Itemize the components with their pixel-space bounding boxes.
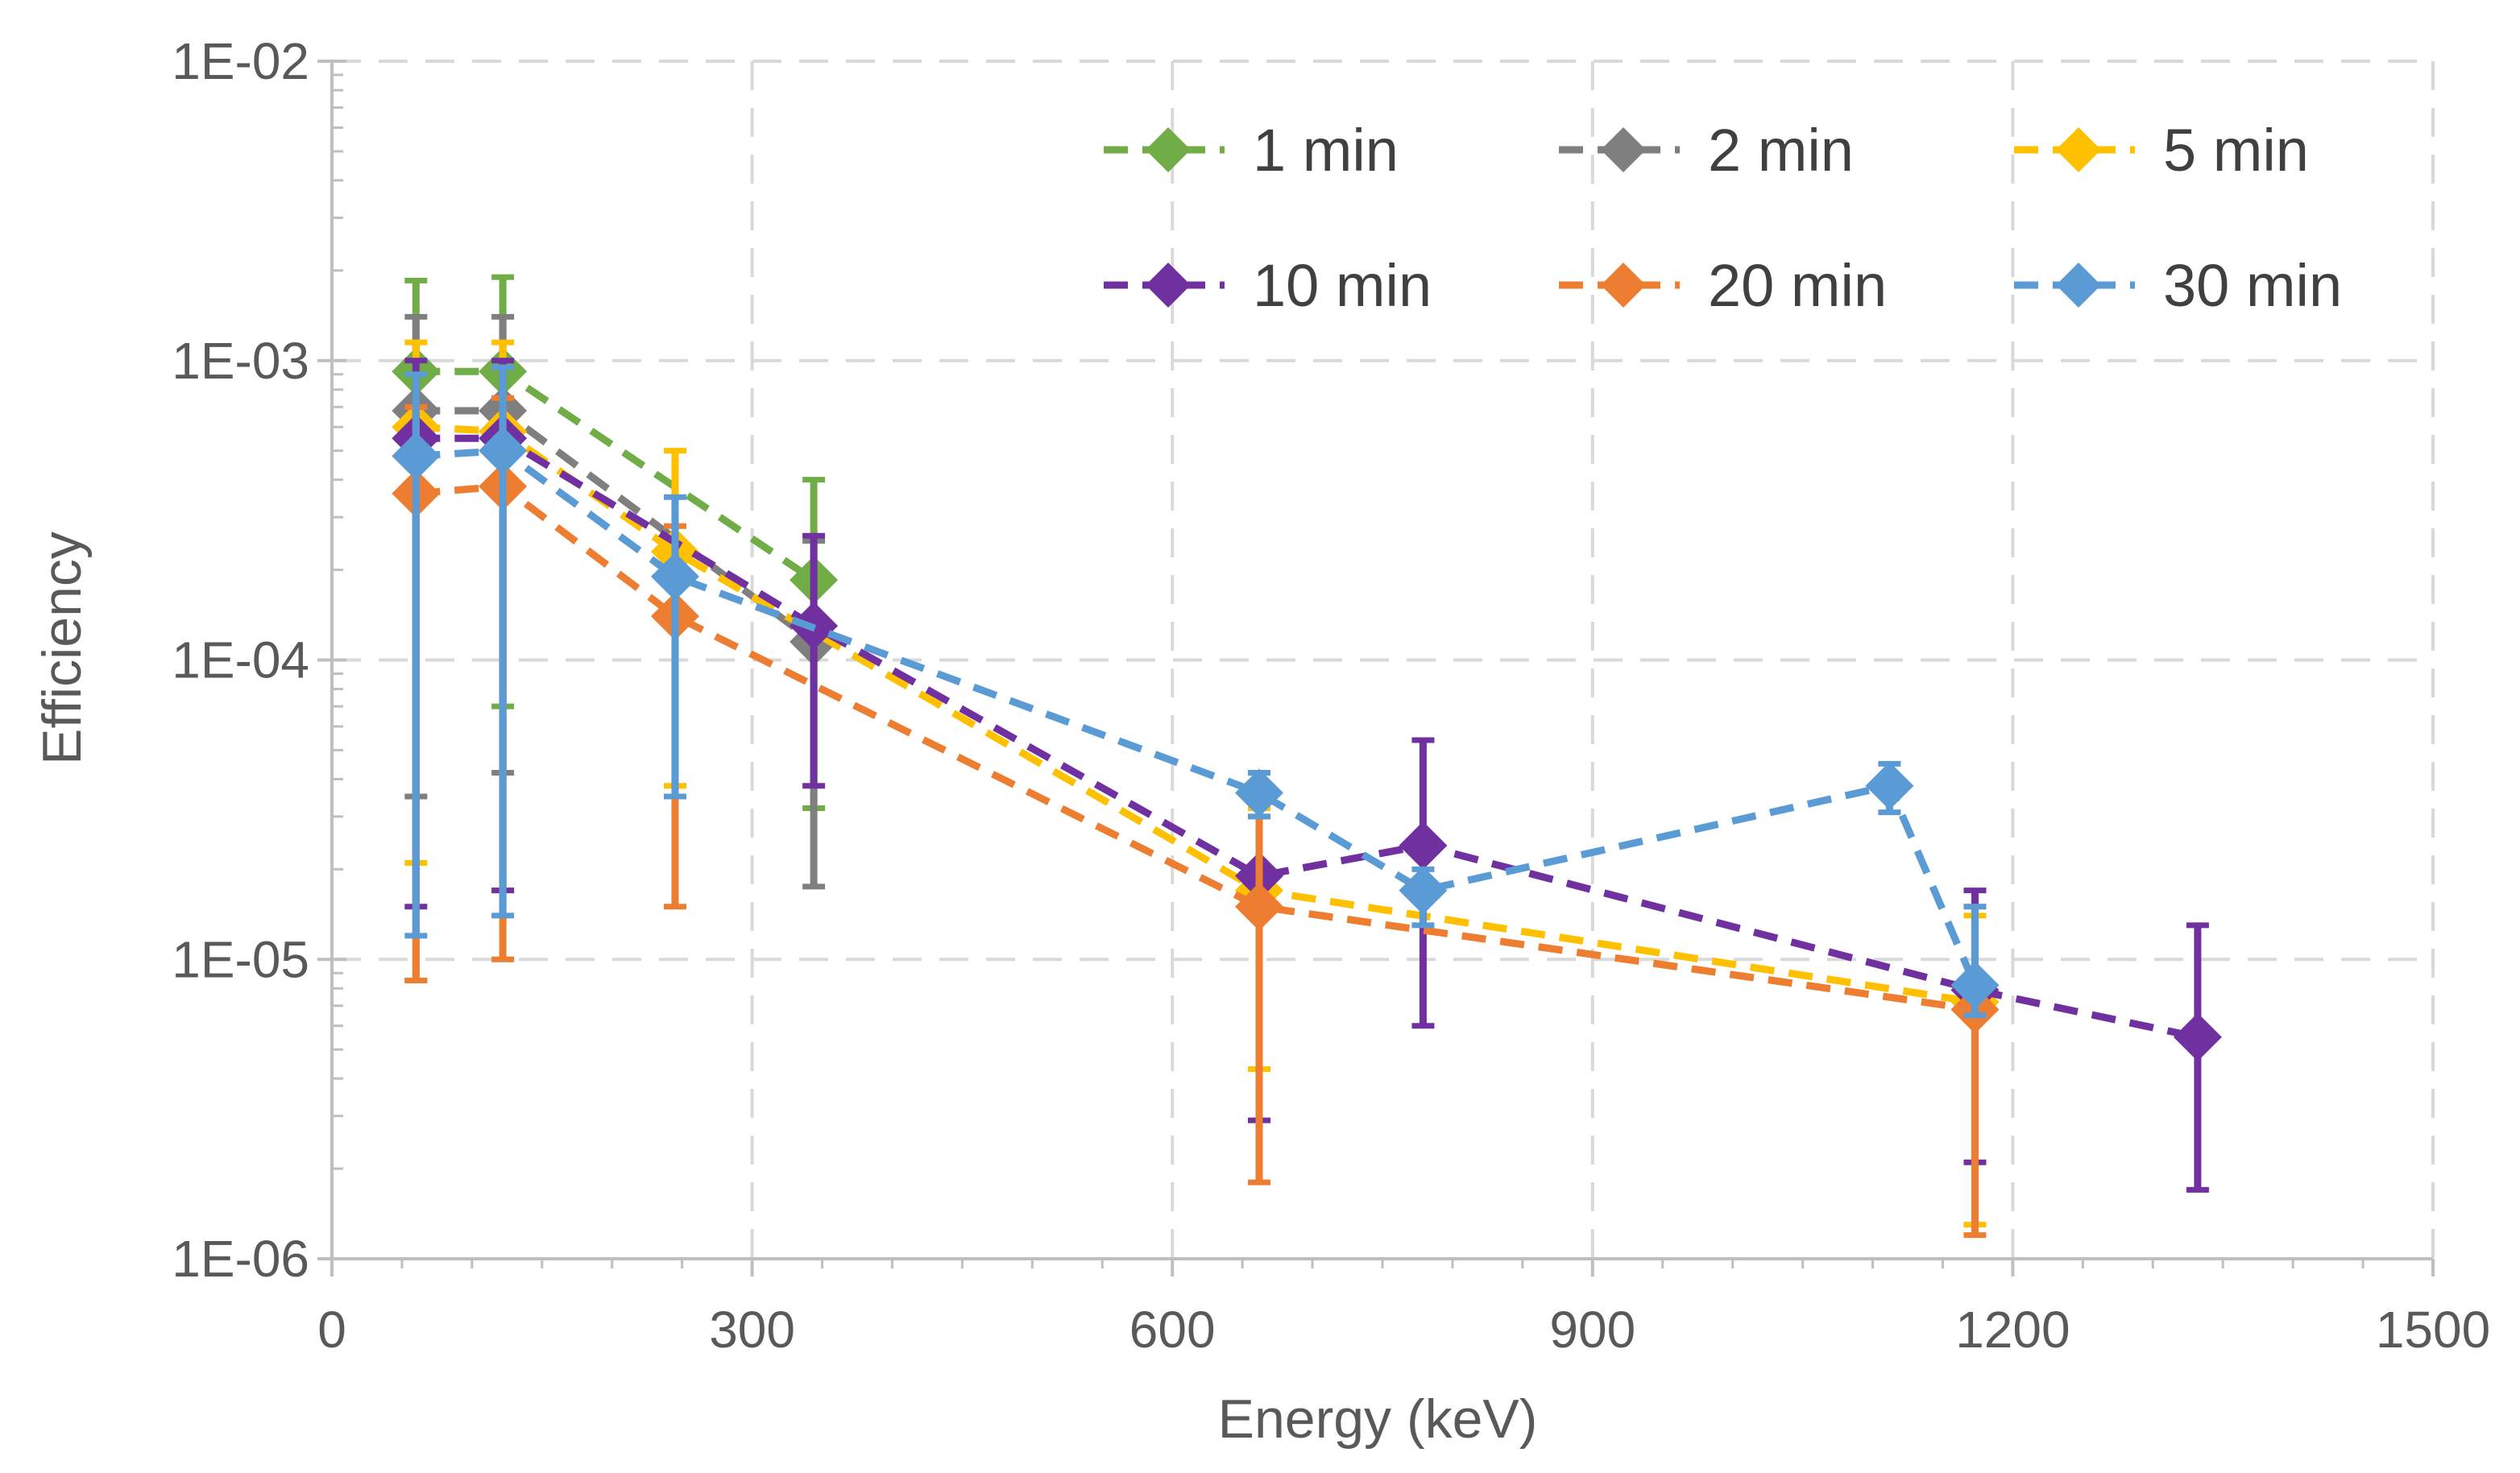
legend-entry-5-min: 5 min bbox=[2014, 117, 2309, 184]
series-line bbox=[415, 482, 1976, 1013]
x-tick-label: 300 bbox=[709, 1301, 795, 1359]
legend-label: 1 min bbox=[1253, 117, 1399, 184]
data-point bbox=[479, 426, 528, 475]
data-point bbox=[2173, 1012, 2222, 1061]
legend-entry-2-min: 2 min bbox=[1559, 117, 1854, 184]
data-point bbox=[1399, 866, 1448, 915]
data-point bbox=[650, 552, 699, 601]
y-tick-label: 1E-02 bbox=[172, 32, 309, 90]
legend-entry-10-min: 10 min bbox=[1104, 252, 1432, 319]
data-point bbox=[1950, 961, 2000, 1010]
x-axis-title: Energy (keV) bbox=[1218, 1388, 1538, 1450]
legend-marker bbox=[1146, 127, 1191, 172]
legend-entry-20-min: 20 min bbox=[1559, 252, 1887, 319]
data-point bbox=[1234, 768, 1283, 817]
data-point bbox=[392, 432, 441, 481]
grid bbox=[332, 60, 2435, 1259]
series bbox=[392, 274, 2222, 1239]
x-tick-label: 600 bbox=[1129, 1301, 1216, 1359]
legend-marker bbox=[1146, 263, 1191, 308]
legend-label: 10 min bbox=[1253, 252, 1432, 319]
legend: 1 min 2 min 5 min 10 min 20 min 30 min bbox=[1104, 117, 2342, 319]
data-point bbox=[1865, 761, 1914, 810]
y-tick-label: 1E-05 bbox=[172, 930, 309, 988]
y-axis-title: Efficiency bbox=[31, 532, 93, 765]
x-tick-label: 1200 bbox=[1955, 1301, 2070, 1359]
legend-marker bbox=[2056, 127, 2101, 172]
axes: 1E-06 1E-05 1E-04 1E-03 1E-02 0 300 600 900 1200 1… bbox=[172, 32, 2490, 1359]
legend-entry-1-min: 1 min bbox=[1104, 117, 1399, 184]
data-point bbox=[1399, 821, 1448, 870]
legend-entry-30-min: 30 min bbox=[2014, 252, 2342, 319]
legend-label: 2 min bbox=[1708, 117, 1854, 184]
series-line bbox=[416, 423, 1976, 1006]
y-tick-label: 1E-06 bbox=[172, 1230, 309, 1288]
series-30-min bbox=[392, 364, 2000, 1019]
x-tick-label: 1500 bbox=[2376, 1301, 2490, 1359]
x-tick-label: 0 bbox=[317, 1301, 346, 1359]
legend-marker bbox=[1601, 263, 1646, 308]
legend-label: 20 min bbox=[1708, 252, 1887, 319]
legend-label: 5 min bbox=[2163, 117, 2309, 184]
x-tick-label: 900 bbox=[1549, 1301, 1635, 1359]
y-tick-label: 1E-03 bbox=[172, 332, 309, 390]
legend-marker bbox=[2056, 263, 2101, 308]
legend-label: 30 min bbox=[2163, 252, 2342, 319]
y-tick-label: 1E-04 bbox=[172, 631, 309, 689]
legend-marker bbox=[1601, 127, 1646, 172]
data-point bbox=[1234, 882, 1283, 931]
